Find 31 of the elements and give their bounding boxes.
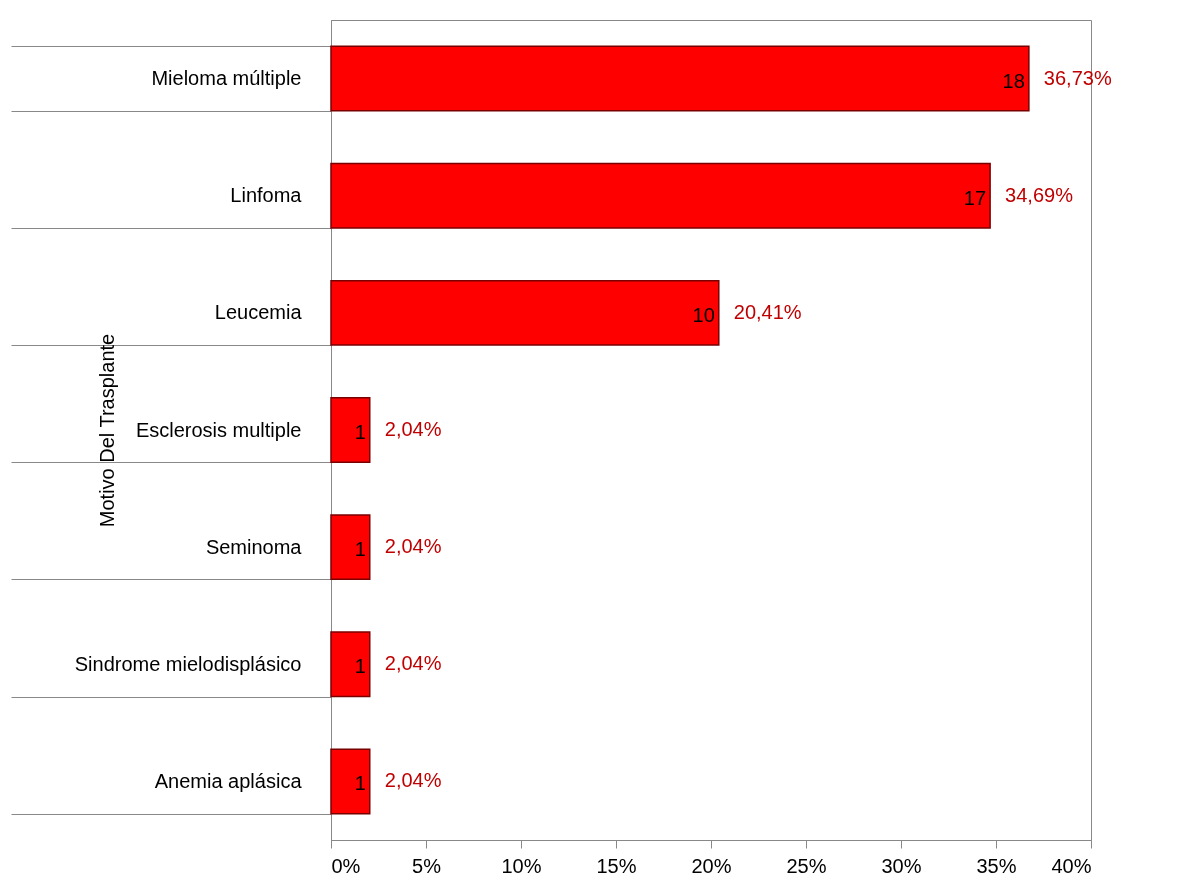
data-label: 34,69% xyxy=(1005,183,1074,206)
x-tick-label: 15% xyxy=(596,854,637,877)
x-tick-label: 30% xyxy=(881,854,922,877)
annotation: 1 xyxy=(354,772,366,795)
y-tick-label: Anemia aplásica xyxy=(154,769,303,792)
y-tick-label: Mieloma múltiple xyxy=(151,67,302,90)
x-tick-label: 20% xyxy=(691,854,732,877)
data-label: 2,04% xyxy=(384,769,442,792)
annotation: 18 xyxy=(1002,69,1025,92)
y-tick-label: Linfoma xyxy=(230,184,303,207)
x-tick-label: 10% xyxy=(501,854,542,877)
y-tick-label: Esclerosis multiple xyxy=(135,418,302,441)
annotation: 10 xyxy=(692,303,715,326)
annotation: 1 xyxy=(354,538,366,561)
x-tick-label: 5% xyxy=(412,854,442,877)
x-tick-label: 35% xyxy=(976,854,1017,877)
annotation: 1 xyxy=(354,655,366,678)
y-tick-label: Sindrome mielodisplásico xyxy=(74,652,302,675)
y-tick-label: Seminoma xyxy=(205,535,303,558)
y-axis-title: Motivo Del Trasplante xyxy=(95,333,118,528)
data-label: 2,04% xyxy=(384,418,442,440)
y-tick-label: Leucemia xyxy=(214,301,303,324)
x-tick-label: 25% xyxy=(786,854,827,877)
x-tick-label: 0% xyxy=(331,854,361,877)
data-label: 2,04% xyxy=(384,652,442,675)
data-label: 36,73% xyxy=(1043,66,1112,89)
data-label: 2,04% xyxy=(384,535,442,558)
annotation: 1 xyxy=(354,421,366,443)
x-tick-label: 40% xyxy=(1051,854,1092,877)
data-label: 20,41% xyxy=(733,300,802,323)
annotation: 17 xyxy=(963,186,987,209)
